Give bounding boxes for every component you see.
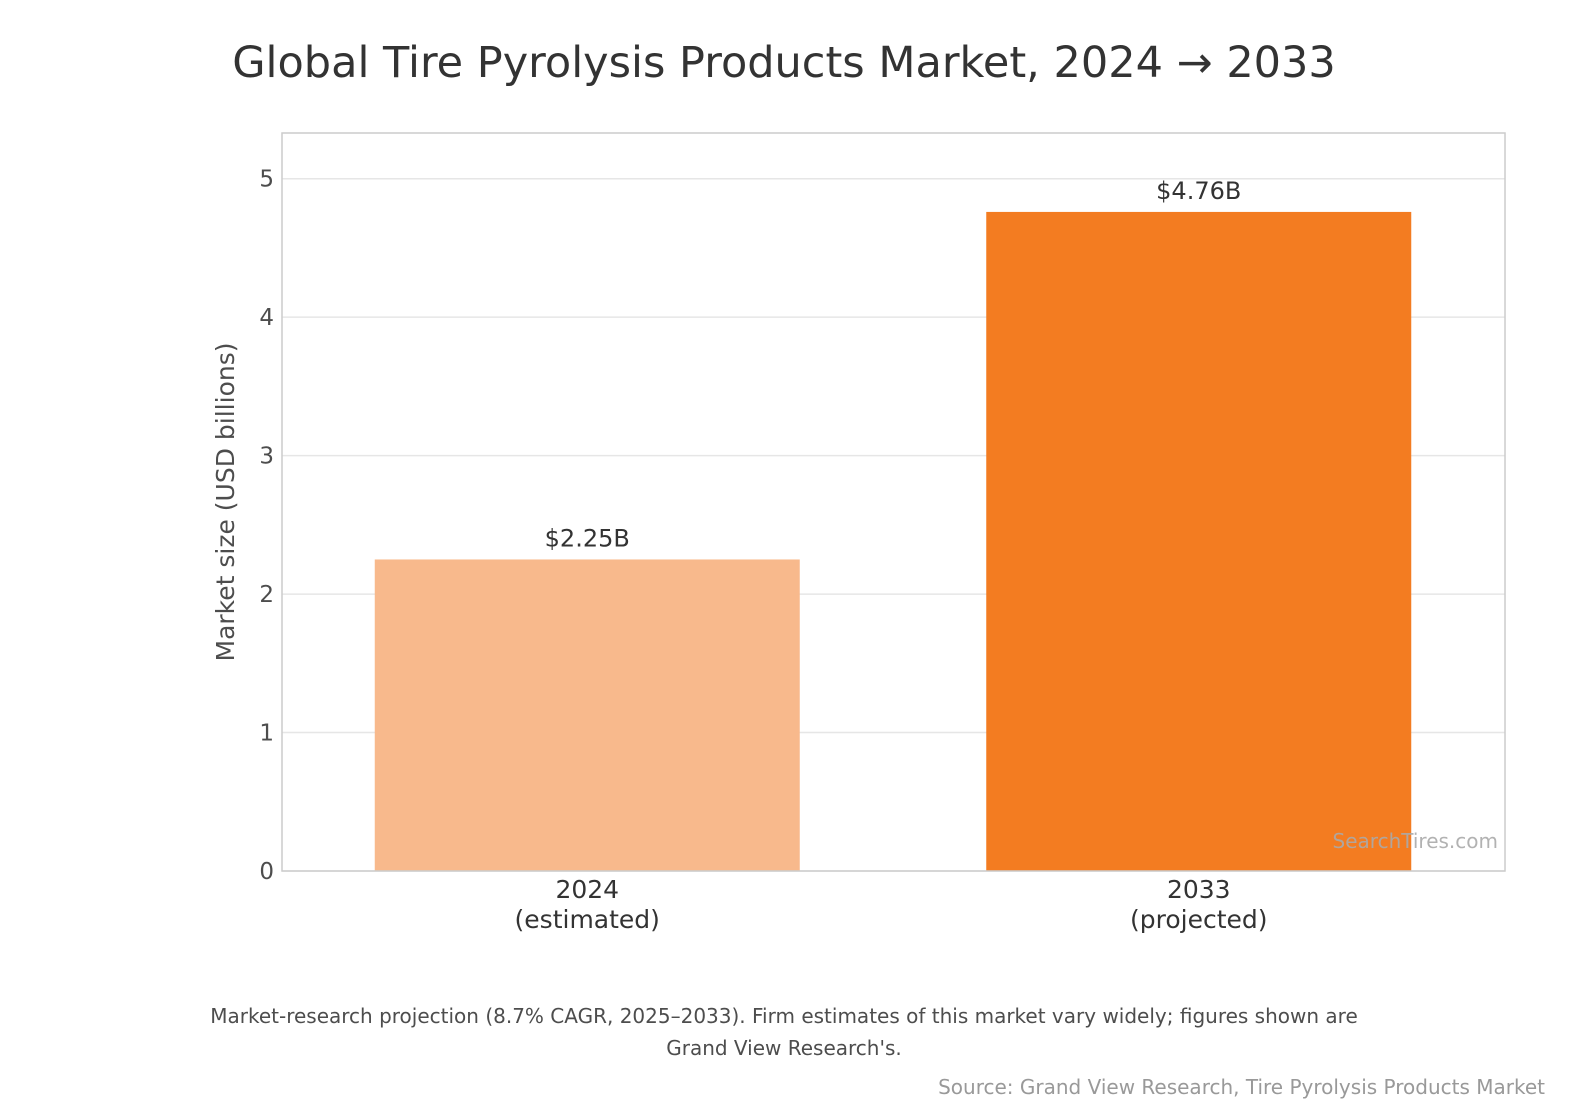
footnote-line-1: Market-research projection (8.7% CAGR, 2…: [210, 1004, 1358, 1028]
source-credit: Source: Grand View Research, Tire Pyroly…: [938, 1075, 1545, 1099]
x-tick-sublabel: (estimated): [515, 905, 660, 934]
x-tick-label: 2024: [555, 875, 619, 904]
y-axis-label: Market size (USD billions): [211, 343, 240, 662]
value-label: $4.76B: [1156, 177, 1241, 205]
chart-title: Global Tire Pyrolysis Products Market, 2…: [232, 38, 1336, 88]
x-tick-sublabel: (projected): [1130, 905, 1268, 934]
y-tick-label: 2: [259, 582, 274, 608]
y-tick-label: 5: [259, 167, 274, 193]
bar-2024: [374, 559, 800, 871]
plot-frame: [281, 132, 1506, 872]
bars: [374, 211, 1412, 871]
y-tick-label: 3: [259, 444, 274, 470]
y-tick-labels: 0 1 2 3 4 5: [259, 167, 274, 885]
bar-2033: [986, 211, 1412, 871]
y-tick-label: 4: [259, 305, 274, 331]
x-tick-labels: 2024(estimated) 2033(projected): [515, 875, 1268, 934]
footnote-line-2: Grand View Research's.: [666, 1036, 902, 1060]
value-label: $2.25B: [545, 524, 630, 552]
watermark: SearchTires.com: [1333, 829, 1498, 853]
x-tick-label: 2033: [1167, 875, 1231, 904]
y-tick-label: 0: [259, 859, 274, 885]
y-tick-label: 1: [259, 721, 274, 747]
value-labels: $2.25B $4.76B: [545, 177, 1242, 553]
